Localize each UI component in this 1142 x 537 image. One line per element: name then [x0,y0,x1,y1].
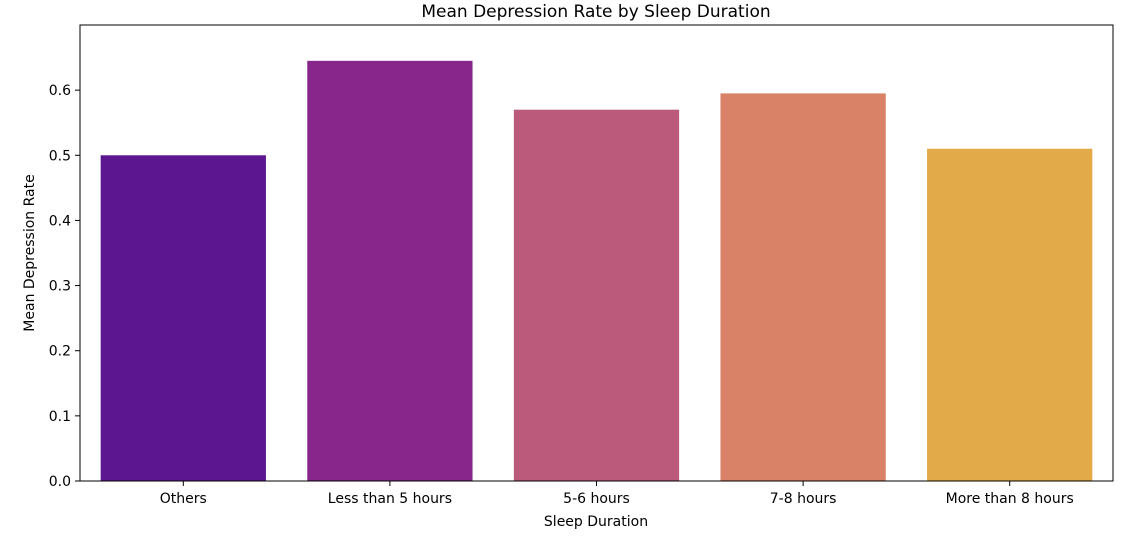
x-tick-label: 7-8 hours [770,491,837,507]
y-tick-label: 0.4 [49,213,71,229]
bar-5 [927,148,1093,481]
bars-layer [100,60,1093,482]
bar-1 [100,155,266,482]
x-tick-label: 5-6 hours [563,491,630,507]
y-tick-label: 0.1 [49,409,71,425]
bar-4 [720,93,886,482]
y-axis-label: Mean Depression Rate [22,174,38,331]
chart-title: Mean Depression Rate by Sleep Duration [421,2,770,22]
y-tick-label: 0.3 [49,279,71,295]
y-tick-label: 0.5 [49,148,71,164]
y-axis-ticks: 0.0 0.1 0.2 0.3 0.4 0.5 0.6 [49,83,80,490]
x-tick-label: More than 8 hours [946,491,1074,507]
x-tick-label: Less than 5 hours [328,491,452,507]
y-tick-label: 0.0 [49,474,71,490]
bar-3 [513,109,680,481]
y-tick-label: 0.2 [49,344,71,360]
x-axis-label: Sleep Duration [544,514,648,530]
plot-frame [79,24,1114,482]
x-axis-ticks: Others Less than 5 hours 5-6 hours 7-8 hour… [160,481,1074,507]
y-tick-label: 0.6 [49,83,71,99]
bar-2 [307,60,473,481]
x-tick-label: Others [160,491,207,507]
